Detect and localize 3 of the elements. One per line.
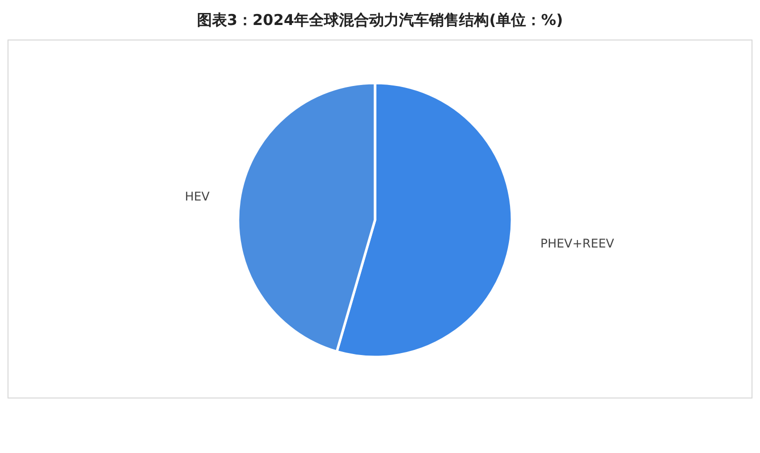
slice-label: HEV: [184, 189, 210, 204]
slice-label: PHEV+REEV: [540, 236, 615, 251]
chart-title: 图表3：2024年全球混合动力汽车销售结构(单位：%): [197, 11, 563, 29]
